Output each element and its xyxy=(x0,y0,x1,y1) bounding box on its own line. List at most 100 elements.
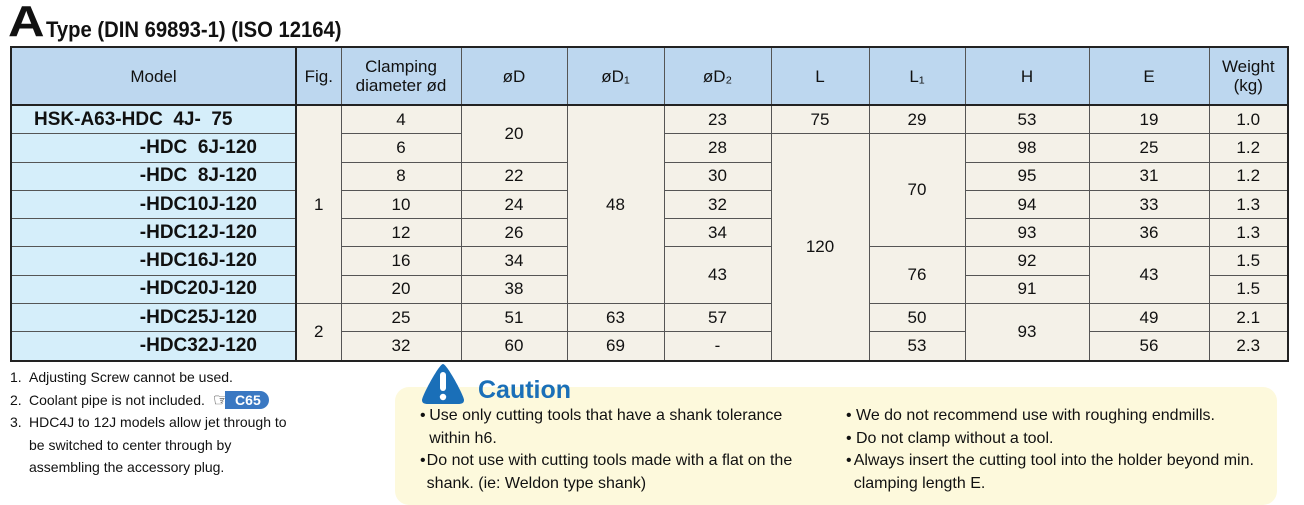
note-3: 3. HDC4J to 12J models allow jet through … xyxy=(10,411,299,479)
table-cell: 2.1 xyxy=(1208,303,1289,333)
table-cell: 70 xyxy=(868,133,966,248)
model-cell: -HDC 6J-120 xyxy=(10,133,297,163)
pointing-hand-icon: ☞ xyxy=(212,389,230,410)
table-cell: 1.5 xyxy=(1208,274,1289,305)
model-cell: -HDC32J-120 xyxy=(10,331,297,362)
caution-item: • We do not recommend use with roughing e… xyxy=(846,405,1266,428)
table-cell: 1.3 xyxy=(1208,189,1289,220)
table-cell: 1 xyxy=(295,104,342,305)
note-1: 1. Adjusting Screw cannot be used. xyxy=(10,366,299,389)
column-header: Weight (kg) xyxy=(1208,46,1289,106)
type-letter: A xyxy=(8,0,45,46)
table-cell: 23 xyxy=(663,104,772,135)
table-cell: 1.2 xyxy=(1208,161,1289,191)
table-cell: 28 xyxy=(663,133,772,163)
column-header: L₁ xyxy=(868,46,966,106)
caution-text: Do not use with cutting tools made with … xyxy=(426,452,793,492)
table-cell: 94 xyxy=(964,189,1090,220)
table-cell: 25 xyxy=(340,303,462,333)
table-cell: 10 xyxy=(340,189,462,220)
table-cell: 1.2 xyxy=(1208,133,1289,163)
table-cell: 6 xyxy=(340,133,462,163)
table-cell: 36 xyxy=(1088,218,1210,248)
table-header-row: Model Fig. Clamping diameter ød øD øD₁ øD₂ L L₁… xyxy=(10,46,1289,106)
model-cell: -HDC12J-120 xyxy=(10,218,297,248)
table-cell: 19 xyxy=(1088,104,1210,135)
column-header: øD xyxy=(460,46,568,106)
caution-text: Do not clamp without a tool. xyxy=(856,429,1054,447)
table-cell: 31 xyxy=(1088,161,1210,191)
table-cell: 2 xyxy=(295,303,342,362)
table-row: -HDC25J-120 2 25 51 63 57 50 93 49 2.1 xyxy=(10,303,1289,362)
note-number: 1. xyxy=(10,369,22,385)
table-cell: 63 xyxy=(566,303,665,333)
table-cell: 93 xyxy=(964,218,1090,248)
table-cell: 1.3 xyxy=(1208,218,1289,248)
column-header: Clamping diameter ød xyxy=(340,46,462,106)
table-cell: 76 xyxy=(868,246,966,305)
section-title: A Type (DIN 69893-1) (ISO 12164) xyxy=(8,0,367,46)
table-cell: 53 xyxy=(868,331,966,362)
table-cell: 49 xyxy=(1088,303,1210,333)
table-cell: 4 xyxy=(340,104,462,135)
note-number: 3. xyxy=(10,414,22,430)
note-text: Adjusting Screw cannot be used. xyxy=(29,369,233,385)
table-cell: 48 xyxy=(566,104,665,305)
table-cell: 32 xyxy=(663,189,772,220)
table-cell: 8 xyxy=(340,161,462,191)
caution-item: • Do not use with cutting tools made with… xyxy=(420,450,820,495)
table-cell: 22 xyxy=(460,161,568,191)
table-cell: 57 xyxy=(663,303,772,333)
type-subtitle: Type (DIN 69893-1) (ISO 12164) xyxy=(45,17,342,42)
table-cell: 1.0 xyxy=(1208,104,1289,135)
page-reference-badge: C65 xyxy=(225,390,269,409)
caution-title: Caution xyxy=(478,376,572,404)
table-cell: 92 xyxy=(964,246,1090,276)
page-reference-link[interactable]: ☞ C65 xyxy=(213,389,269,412)
table-cell: 25 xyxy=(1088,133,1210,163)
caution-item: • Do not clamp without a tool. xyxy=(846,428,1266,451)
column-header: øD₂ xyxy=(663,46,772,106)
model-cell: -HDC10J-120 xyxy=(10,189,297,220)
table-cell: 50 xyxy=(868,303,966,333)
table-cell: 2.3 xyxy=(1208,331,1289,362)
table-cell: 43 xyxy=(1088,246,1210,305)
table-cell: 91 xyxy=(964,274,1090,305)
caution-left: • Use only cutting tools that have a shan… xyxy=(420,405,820,495)
table-row: -HDC 6J-120 6 28 120 70 98 25 1.2 xyxy=(10,133,1289,362)
model-cell: -HDC20J-120 xyxy=(10,274,297,305)
table-cell: 24 xyxy=(460,189,568,220)
note-number: 2. xyxy=(10,391,22,408)
table-cell: 26 xyxy=(460,218,568,248)
table-cell: 30 xyxy=(663,161,772,191)
model-cell: -HDC16J-120 xyxy=(10,246,297,276)
spec-table: Model Fig. Clamping diameter ød øD øD₁ øD₂ L L₁… xyxy=(10,46,1289,362)
table-cell: 20 xyxy=(340,274,462,305)
table-cell: 12 xyxy=(340,218,462,248)
table-row: -HDC 8J-120 8 22 30 95 31 1.2 xyxy=(10,161,1289,191)
caution-item: • Always insert the cutting tool into the… xyxy=(846,450,1266,495)
table-row: -HDC32J-120 32 60 69- 53 56 2.3 xyxy=(10,331,1289,362)
column-header: øD₁ xyxy=(566,46,665,106)
table-cell: 16 xyxy=(340,246,462,276)
note-2: 2. Coolant pipe is not included. ☞ C65 xyxy=(10,389,299,412)
warning-icon xyxy=(422,364,464,404)
caution-header: Caution xyxy=(420,362,571,404)
table-cell: 75 xyxy=(770,104,870,135)
table-cell: 1.5 xyxy=(1208,246,1289,276)
caution-box xyxy=(395,387,1277,505)
caution-text: Use only cutting tools that have a shank… xyxy=(429,407,783,447)
table-cell: 56 xyxy=(1088,331,1210,362)
table-cell: 95 xyxy=(964,161,1090,191)
table-cell: 120 xyxy=(770,133,870,362)
note-text: HDC4J to 12J models allow jet through to… xyxy=(29,414,287,475)
model-cell: -HDC25J-120 xyxy=(10,303,297,333)
table-cell: 38 xyxy=(460,274,568,305)
table-cell: 60 xyxy=(460,331,568,362)
table-row: HSK-A63-HDC 4J- 75 1 4 20 48 23 75 29 53 19 1.0 xyxy=(10,103,1289,305)
table-cell: 34 xyxy=(663,218,772,248)
table-cell: 32 xyxy=(340,331,462,362)
table-cell: 53 xyxy=(964,104,1090,135)
notes: 1. Adjusting Screw cannot be used. 2. Cool… xyxy=(10,366,299,479)
table-cell: 20 xyxy=(460,103,568,163)
